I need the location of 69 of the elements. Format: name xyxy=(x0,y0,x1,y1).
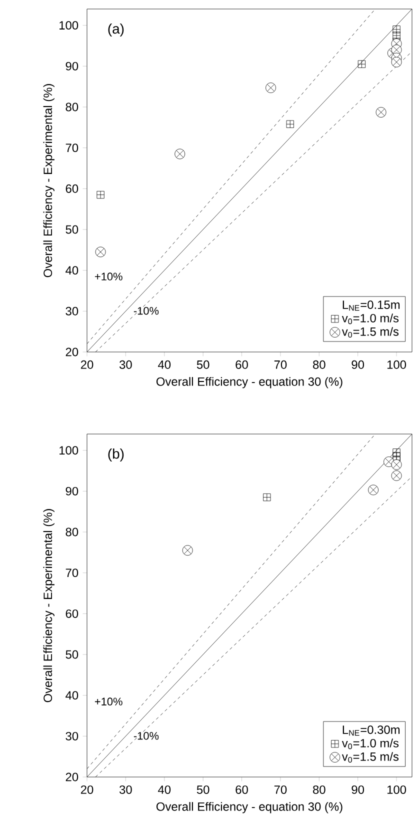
y-tick-label: 60 xyxy=(66,609,78,618)
y-tick-label: 70 xyxy=(66,144,78,152)
y-tick-label: 100 xyxy=(60,446,78,455)
x-axis-title: Overall Efficiency - equation 30 (%) xyxy=(156,377,342,388)
point xyxy=(263,493,271,502)
legend-label: v$_{0}$=1.5 m/s xyxy=(342,752,399,763)
point xyxy=(174,148,186,160)
x-tick-label: 30 xyxy=(119,785,132,794)
point xyxy=(266,82,276,94)
annotation: +10% xyxy=(94,272,122,280)
point xyxy=(391,56,402,68)
point xyxy=(392,32,400,40)
annotation: (b) xyxy=(108,448,124,462)
x-tick-label: 50 xyxy=(196,785,210,794)
y-tick-label: 60 xyxy=(66,184,78,193)
y-tick-label: 30 xyxy=(66,306,78,316)
y-tick-label: 20 xyxy=(66,348,78,356)
x-tick-label: 90 xyxy=(352,785,364,794)
point xyxy=(368,484,379,496)
annotation: +10% xyxy=(94,698,122,706)
point xyxy=(286,120,294,128)
x-axis-title: Overall Efficiency - equation 30 (%) xyxy=(156,802,342,814)
x-tick-label: 80 xyxy=(313,360,326,369)
y-tick-label: 80 xyxy=(66,528,78,536)
x-tick-label: 40 xyxy=(158,785,171,794)
y-tick-label: 50 xyxy=(66,225,78,234)
x-tick-label: 40 xyxy=(158,360,171,369)
point xyxy=(392,452,400,460)
point xyxy=(391,470,402,481)
y-tick-label: 30 xyxy=(66,732,78,740)
point xyxy=(392,448,400,456)
y-tick-label: 70 xyxy=(66,568,78,578)
legend-label: v$_{0}$=1.0 m/s xyxy=(342,738,399,750)
y-tick-label: 90 xyxy=(66,486,78,496)
legend-label: v$_{0}$=1.0 m/s xyxy=(342,314,399,324)
y-tick-label: 50 xyxy=(66,650,78,659)
x-tick-label: 60 xyxy=(236,785,248,794)
legend-title: L$_{NE}$=0.15m xyxy=(342,300,400,311)
legend-title: L$_{NE}$=0.30m xyxy=(342,726,400,736)
y-tick-label: 90 xyxy=(66,62,78,70)
x-tick-label: 70 xyxy=(274,360,287,369)
x-tick-label: 20 xyxy=(80,360,94,369)
x-tick-label: 70 xyxy=(274,785,287,794)
x-tick-label: 90 xyxy=(352,360,364,369)
x-tick-label: 50 xyxy=(196,360,210,369)
point xyxy=(391,459,402,470)
y-tick-label: 80 xyxy=(66,102,78,112)
y-tick-label: 40 xyxy=(66,691,78,700)
y-axis-title: Overall Efficiency - Experimental (%) xyxy=(43,509,54,702)
annotation: (a) xyxy=(108,23,124,36)
x-tick-label: 30 xyxy=(119,360,132,369)
y-tick-label: 20 xyxy=(66,772,78,782)
y-axis-title: Overall Efficiency - Experimental (%) xyxy=(43,84,54,278)
point xyxy=(95,246,106,258)
annotation: -10% xyxy=(134,732,159,740)
legend-label: v$_{0}$=1.5 m/s xyxy=(342,327,399,338)
x-tick-label: 100 xyxy=(387,360,406,369)
y-tick-label: 100 xyxy=(60,21,78,30)
x-tick-label: 80 xyxy=(313,785,326,794)
y-tick-label: 40 xyxy=(66,266,78,275)
x-tick-label: 60 xyxy=(236,360,248,369)
x-tick-label: 20 xyxy=(80,785,94,794)
point xyxy=(392,26,400,34)
point xyxy=(358,60,366,68)
x-tick-label: 100 xyxy=(387,785,406,794)
point xyxy=(182,545,193,556)
point xyxy=(96,190,104,199)
annotation: -10% xyxy=(134,306,159,315)
point xyxy=(376,107,386,118)
